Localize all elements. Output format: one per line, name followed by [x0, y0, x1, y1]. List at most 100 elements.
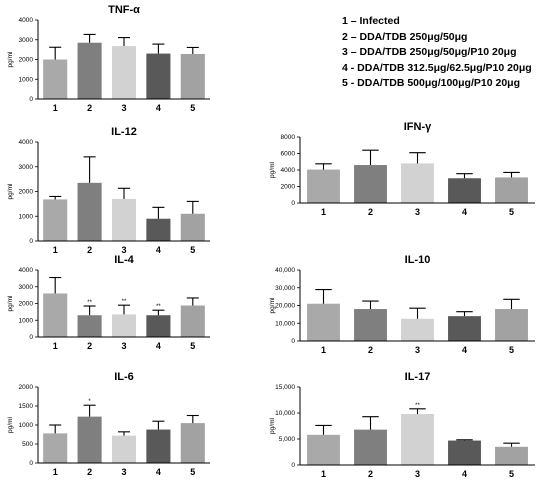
- bar-1: [307, 434, 340, 465]
- y-tick-label: 6000: [281, 151, 296, 158]
- significance-mark: *: [88, 399, 91, 405]
- significance-mark: **: [87, 300, 92, 306]
- y-axis-label: pg/ml: [7, 295, 14, 311]
- category-label: 1: [53, 103, 58, 113]
- category-label: 4: [462, 207, 467, 217]
- y-tick-label: 15,000: [275, 384, 295, 391]
- y-tick-label: 20,000: [275, 303, 295, 310]
- y-tick-label: 10,000: [275, 320, 295, 327]
- y-tick-label: 1500: [19, 403, 34, 410]
- chart-title: IL-17: [405, 371, 431, 383]
- y-tick-label: 4000: [19, 139, 34, 146]
- category-label: 5: [190, 467, 195, 477]
- y-tick-label: 0: [29, 238, 33, 245]
- category-label: 4: [156, 341, 161, 351]
- bar-4: [146, 429, 171, 463]
- significance-mark: **: [415, 403, 420, 409]
- y-tick-label: 0: [29, 334, 33, 341]
- category-label: 1: [321, 469, 326, 479]
- category-label: 2: [368, 469, 373, 479]
- bar-2: [354, 429, 387, 465]
- category-label: 1: [53, 467, 58, 477]
- y-axis-label: pg/ml: [7, 51, 14, 67]
- y-tick-label: 0: [291, 200, 295, 207]
- bar-2: [77, 416, 102, 463]
- bar-1: [307, 169, 340, 203]
- bar-4: [448, 178, 481, 203]
- chart-title: IL-10: [405, 254, 431, 266]
- bar-3: [401, 414, 434, 465]
- y-tick-label: 0: [29, 460, 33, 467]
- bar-5: [180, 423, 205, 463]
- y-tick-label: 3000: [19, 164, 34, 171]
- bar-1: [43, 59, 68, 99]
- category-label: 3: [415, 469, 420, 479]
- y-tick-label: 500: [22, 441, 33, 448]
- category-label: 1: [53, 341, 58, 351]
- legend-entry-3: 3 – DDA/TDB 250μg/50μg/P10 20μg: [342, 46, 517, 58]
- category-label: 1: [321, 207, 326, 217]
- legend: 1 – Infected 2 – DDA/TDB 250μg/50μg 3 – …: [342, 14, 532, 92]
- y-axis-label: pg/ml: [269, 297, 276, 313]
- bar-1: [43, 199, 68, 241]
- category-label: 5: [509, 469, 514, 479]
- chart-il-12: IL-12 pg/ml 0 1000 2000 3000 4000 1 2 3 4 5: [7, 126, 210, 255]
- chart-il-4: IL-4 pg/ml 0 1000 2000 3000 4000 1 ** 2 ** 3 ** 4 5: [7, 254, 210, 351]
- y-tick-label: 8000: [281, 134, 296, 141]
- bar-5: [495, 177, 528, 203]
- bar-5: [180, 53, 205, 99]
- chart-title: IL-6: [114, 371, 134, 383]
- bar-5: [495, 309, 528, 341]
- category-label: 3: [415, 207, 420, 217]
- significance-mark: **: [156, 304, 161, 310]
- y-axis-label: pg/ml: [269, 162, 276, 178]
- category-label: 4: [462, 345, 467, 355]
- bar-2: [77, 42, 102, 99]
- chart-il-10: IL-10 pg/ml 0 10,000 20,000 30,000 40,000 1 2 3 4 5: [269, 254, 535, 355]
- y-tick-label: 3000: [19, 37, 34, 44]
- y-tick-label: 2000: [281, 184, 296, 191]
- category-label: 5: [190, 341, 195, 351]
- y-tick-label: 4000: [19, 17, 34, 24]
- chart-ifn-gamma: IFN-γ pg/ml 0 2000 4000 6000 8000 1 2 3 4 5: [269, 121, 535, 217]
- category-label: 4: [156, 245, 161, 255]
- bar-4: [448, 440, 481, 465]
- bar-5: [180, 305, 205, 337]
- y-tick-label: 0: [291, 462, 295, 469]
- category-label: 1: [321, 345, 326, 355]
- bar-5: [495, 446, 528, 465]
- category-label: 4: [156, 467, 161, 477]
- y-tick-label: 1000: [19, 422, 34, 429]
- chart-title: TNF-α: [108, 4, 140, 16]
- y-tick-label: 30,000: [275, 285, 295, 292]
- category-label: 5: [509, 207, 514, 217]
- bar-3: [111, 198, 137, 241]
- category-label: 4: [156, 103, 161, 113]
- category-label: 3: [121, 467, 126, 477]
- y-tick-label: 0: [29, 96, 33, 103]
- category-label: 3: [415, 345, 420, 355]
- bar-2: [354, 309, 387, 341]
- y-axis-label: pg/ml: [7, 183, 14, 199]
- y-tick-label: 40,000: [275, 267, 295, 274]
- legend-entry-5: 5 - DDA/TDB 500μg/100μg/P10 20μg: [342, 77, 520, 89]
- y-tick-label: 2000: [19, 57, 34, 64]
- bar-1: [43, 433, 68, 463]
- category-label: 2: [87, 467, 92, 477]
- bar-3: [111, 314, 137, 337]
- significance-mark: **: [122, 299, 127, 305]
- category-label: 2: [87, 341, 92, 351]
- y-tick-label: 3000: [19, 284, 34, 291]
- category-label: 4: [462, 469, 467, 479]
- category-label: 2: [87, 103, 92, 113]
- y-tick-label: 2000: [19, 384, 34, 391]
- bar-4: [146, 218, 171, 241]
- y-axis-label: pg/ml: [269, 418, 276, 434]
- legend-entry-4: 4 - DDA/TDB 312.5μg/62.5μg/P10 20μg: [342, 61, 532, 74]
- category-label: 1: [53, 245, 58, 255]
- y-tick-label: 2000: [19, 189, 34, 196]
- bar-3: [111, 46, 137, 99]
- legend-entry-2: 2 – DDA/TDB 250μg/50μg: [342, 30, 468, 43]
- bar-2: [77, 315, 102, 337]
- bar-1: [307, 303, 340, 341]
